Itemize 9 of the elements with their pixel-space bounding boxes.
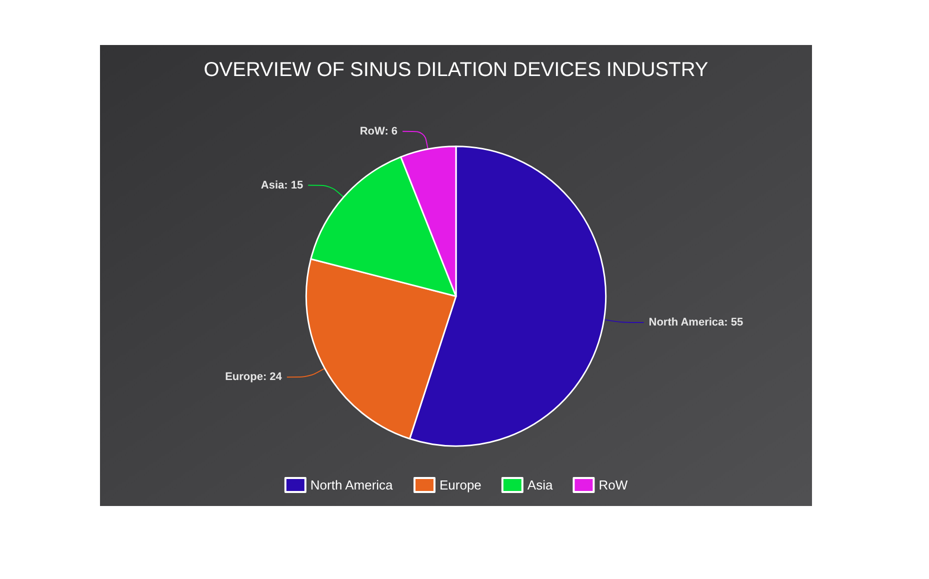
data-label: North America: 55 xyxy=(648,316,744,328)
legend-label: RoW xyxy=(598,478,628,492)
legend-label: North America xyxy=(310,478,394,492)
legend-label: Asia xyxy=(527,478,554,492)
data-label: Europe: 24 xyxy=(225,371,283,384)
legend-label: Europe xyxy=(439,478,482,492)
data-label: Asia: 15 xyxy=(260,179,304,192)
chart-title: OVERVIEW OF SINUS DILATION DEVICES INDUSTRY xyxy=(204,59,708,81)
data-label: RoW: 6 xyxy=(360,125,398,138)
